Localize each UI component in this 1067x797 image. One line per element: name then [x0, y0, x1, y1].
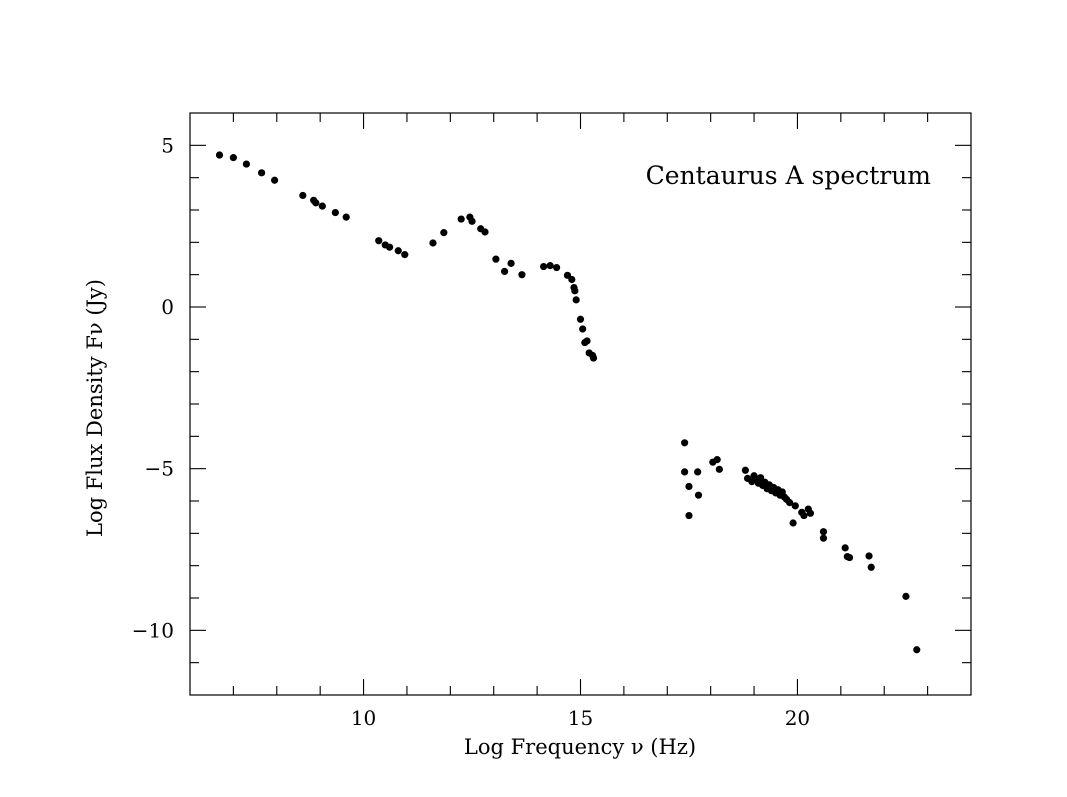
- data-point: [685, 482, 693, 491]
- y-tick-label: 5: [161, 133, 174, 157]
- data-point: [572, 296, 580, 304]
- data-point: [318, 202, 326, 210]
- x-axis-label: Log Frequency ν (Hz): [464, 735, 696, 759]
- data-point: [791, 502, 799, 510]
- y-axis-label: Log Flux Density Fν (Jy): [83, 279, 107, 537]
- data-point: [215, 151, 224, 159]
- data-point: [568, 275, 576, 284]
- data-point: [694, 491, 703, 499]
- data-point: [457, 215, 465, 223]
- data-point: [756, 474, 765, 482]
- data-point: [507, 259, 515, 267]
- data-point: [786, 499, 794, 507]
- data-point: [819, 534, 828, 542]
- data-point: [819, 528, 828, 536]
- chart-annotation: Centaurus A spectrum: [646, 161, 932, 190]
- data-point: [741, 466, 749, 474]
- data-point: [841, 544, 849, 552]
- data-point: [481, 228, 489, 236]
- data-point: [789, 519, 797, 527]
- data-point: [681, 468, 689, 476]
- data-point: [468, 217, 476, 225]
- data-point: [429, 239, 437, 247]
- data-point: [492, 255, 500, 263]
- data-point: [271, 176, 279, 184]
- data-point: [685, 511, 693, 520]
- data-point: [902, 592, 910, 600]
- data-point: [681, 439, 689, 447]
- y-tick-label: 0: [161, 295, 174, 319]
- data-point: [867, 563, 875, 571]
- x-tick-label: 10: [351, 706, 376, 730]
- data-point: [694, 468, 702, 476]
- data-point: [385, 243, 394, 251]
- data-point: [401, 251, 409, 259]
- y-tick-label: −5: [145, 457, 174, 481]
- data-point: [299, 191, 307, 200]
- data-point: [375, 237, 383, 245]
- axis-tick-labels: 10 15 20 5 0 −5 −10: [132, 133, 810, 730]
- data-point: [589, 354, 598, 362]
- data-point: [553, 263, 561, 272]
- data-point: [576, 315, 585, 323]
- data-point: [312, 199, 320, 207]
- data-point: [865, 552, 873, 560]
- data-point: [331, 208, 339, 217]
- data-point: [500, 267, 509, 276]
- data-point: [546, 262, 554, 270]
- data-point: [440, 229, 448, 237]
- data-point: [713, 456, 721, 464]
- x-tick-label: 15: [568, 706, 593, 730]
- data-point: [518, 271, 526, 279]
- data-point: [913, 646, 921, 654]
- data-point: [242, 160, 251, 168]
- data-point: [257, 169, 266, 177]
- data-point: [845, 553, 854, 562]
- data-point: [583, 337, 591, 345]
- x-tick-label: 20: [785, 706, 810, 730]
- data-point: [394, 247, 402, 255]
- data-point: [540, 262, 548, 271]
- data-points: [215, 151, 921, 654]
- data-point: [579, 325, 587, 333]
- data-point: [800, 511, 808, 520]
- data-point: [229, 154, 237, 162]
- data-point: [806, 509, 815, 517]
- data-point: [571, 287, 579, 295]
- plot-frame: [189, 112, 972, 696]
- y-tick-label: −10: [132, 618, 174, 642]
- data-point: [342, 213, 350, 221]
- axis-ticks: [190, 113, 971, 695]
- data-point: [715, 465, 723, 473]
